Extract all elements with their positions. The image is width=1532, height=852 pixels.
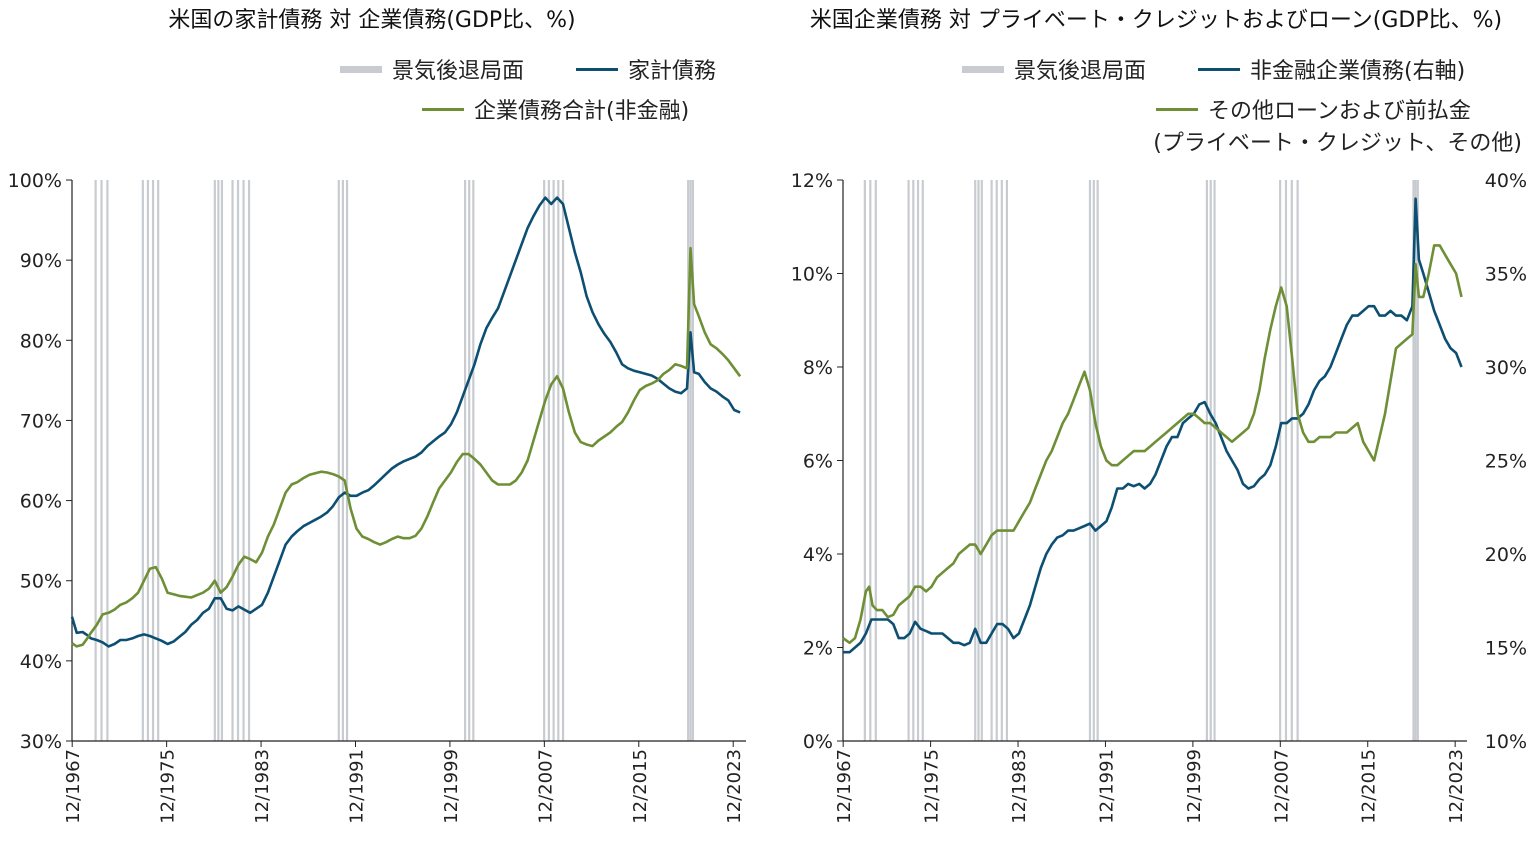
left-x-tick-label: 12/1999 bbox=[441, 749, 462, 824]
left-x-tick-label: 12/1967 bbox=[63, 749, 84, 824]
right-right-y-tick-label: 35% bbox=[1485, 264, 1527, 286]
left-x-tick-label: 12/2007 bbox=[535, 749, 556, 824]
left-recession-bands bbox=[94, 180, 694, 741]
left-chart-title: 米国の家計債務 対 企業債務(GDP比、%) bbox=[168, 8, 575, 33]
left-x-axis: 12/1967 12/1975 12/1983 12/1991 12/1999 12/20… bbox=[63, 741, 745, 824]
right-legend: 景気後退局面 非金融企業債務(右軸) その他ローンおよび前払金 (プライベート・… bbox=[962, 59, 1522, 156]
left-x-tick-label: 12/1983 bbox=[252, 749, 273, 824]
right-legend-otherloans-label: その他ローンおよび前払金 bbox=[1208, 99, 1471, 124]
right-legend-otherloans-sublabel: (プライベート・クレジット、その他) bbox=[1153, 131, 1522, 156]
left-y-tick-label: 60% bbox=[20, 491, 62, 513]
left-x-tick-label: 12/1975 bbox=[158, 749, 179, 824]
right-right-y-tick-label: 20% bbox=[1485, 544, 1527, 566]
left-legend-recession-swatch bbox=[340, 66, 382, 73]
right-right-y-tick-label: 30% bbox=[1485, 357, 1527, 379]
right-chart-title: 米国企業債務 対 プライベート・クレジットおよびローン(GDP比、%) bbox=[810, 8, 1502, 33]
right-x-tick-label: 12/2015 bbox=[1359, 749, 1380, 824]
left-legend-corporate-label: 企業債務合計(非金融) bbox=[474, 99, 689, 124]
right-x-tick-label: 12/1975 bbox=[922, 749, 943, 824]
left-x-tick-label: 12/2015 bbox=[630, 749, 651, 824]
right-y-tick-label: 2% bbox=[803, 638, 833, 660]
right-y-tick-label: 0% bbox=[803, 731, 833, 753]
left-legend-corporate-swatch bbox=[422, 108, 464, 111]
left-x-tick-label: 12/1991 bbox=[346, 749, 367, 824]
left-y-tick-label: 80% bbox=[20, 330, 62, 352]
right-right-y-tick-label: 25% bbox=[1485, 451, 1527, 473]
left-y-tick-label: 100% bbox=[8, 170, 62, 192]
right-y-tick-label: 12% bbox=[791, 170, 833, 192]
right-y-tick-label: 8% bbox=[803, 357, 833, 379]
left-y-tick-label: 50% bbox=[20, 571, 62, 593]
right-y-tick-label: 10% bbox=[791, 264, 833, 286]
right-y-tick-label: 4% bbox=[803, 544, 833, 566]
left-x-tick-label: 12/2023 bbox=[724, 749, 745, 824]
left-y-axis: 30% 40% 50% 60% 70% 80% 90% 100% bbox=[8, 170, 72, 753]
right-y-tick-label: 6% bbox=[803, 451, 833, 473]
right-chart: 米国企業債務 対 プライベート・クレジットおよびローン(GDP比、%) 景気後退… bbox=[791, 8, 1527, 824]
right-x-axis: 12/1967 12/1975 12/1983 12/1991 12/1999 12/20… bbox=[834, 741, 1467, 824]
right-right-y-tick-label: 40% bbox=[1485, 170, 1527, 192]
right-legend-corpdebt-swatch bbox=[1198, 68, 1240, 71]
right-legend-recession-label: 景気後退局面 bbox=[1014, 59, 1146, 84]
right-x-tick-label: 12/1991 bbox=[1096, 749, 1117, 824]
right-series-line-1 bbox=[842, 244, 1463, 645]
left-legend-recession-label: 景気後退局面 bbox=[392, 59, 524, 84]
right-chart-right-y-axis: 10% 15% 20% 25% 30% 35% 40% bbox=[1485, 170, 1527, 753]
right-x-tick-label: 12/1967 bbox=[834, 749, 855, 824]
left-y-tick-label: 40% bbox=[20, 651, 62, 673]
right-series-line-0 bbox=[843, 197, 1463, 654]
right-right-y-tick-label: 10% bbox=[1485, 731, 1527, 753]
right-legend-otherloans-swatch bbox=[1156, 108, 1198, 111]
left-series-lines bbox=[70, 196, 742, 648]
left-legend-household-label: 家計債務 bbox=[628, 59, 716, 84]
left-legend: 景気後退局面 家計債務 企業債務合計(非金融) bbox=[340, 59, 716, 124]
left-legend-household-swatch bbox=[576, 68, 618, 71]
right-chart-left-y-axis: 0% 2% 4% 6% 8% 10% 12% bbox=[791, 170, 843, 753]
left-series-line-1 bbox=[71, 246, 742, 648]
right-right-y-tick-label: 15% bbox=[1485, 638, 1527, 660]
left-series-line-0 bbox=[70, 196, 741, 648]
right-x-tick-label: 12/1999 bbox=[1184, 749, 1205, 824]
right-series-lines bbox=[842, 197, 1463, 654]
right-x-tick-label: 12/1983 bbox=[1009, 749, 1030, 824]
right-legend-recession-swatch bbox=[962, 66, 1004, 73]
right-legend-corpdebt-label: 非金融企業債務(右軸) bbox=[1250, 59, 1465, 84]
right-x-tick-label: 12/2007 bbox=[1271, 749, 1292, 824]
left-y-tick-label: 90% bbox=[20, 250, 62, 272]
right-recession-bands bbox=[863, 180, 1419, 741]
right-x-tick-label: 12/2023 bbox=[1446, 749, 1467, 824]
left-y-tick-label: 70% bbox=[20, 410, 62, 432]
left-y-tick-label: 30% bbox=[20, 731, 62, 753]
left-chart: 米国の家計債務 対 企業債務(GDP比、%) 景気後退局面 家計債務 企業債務合… bbox=[8, 8, 746, 824]
